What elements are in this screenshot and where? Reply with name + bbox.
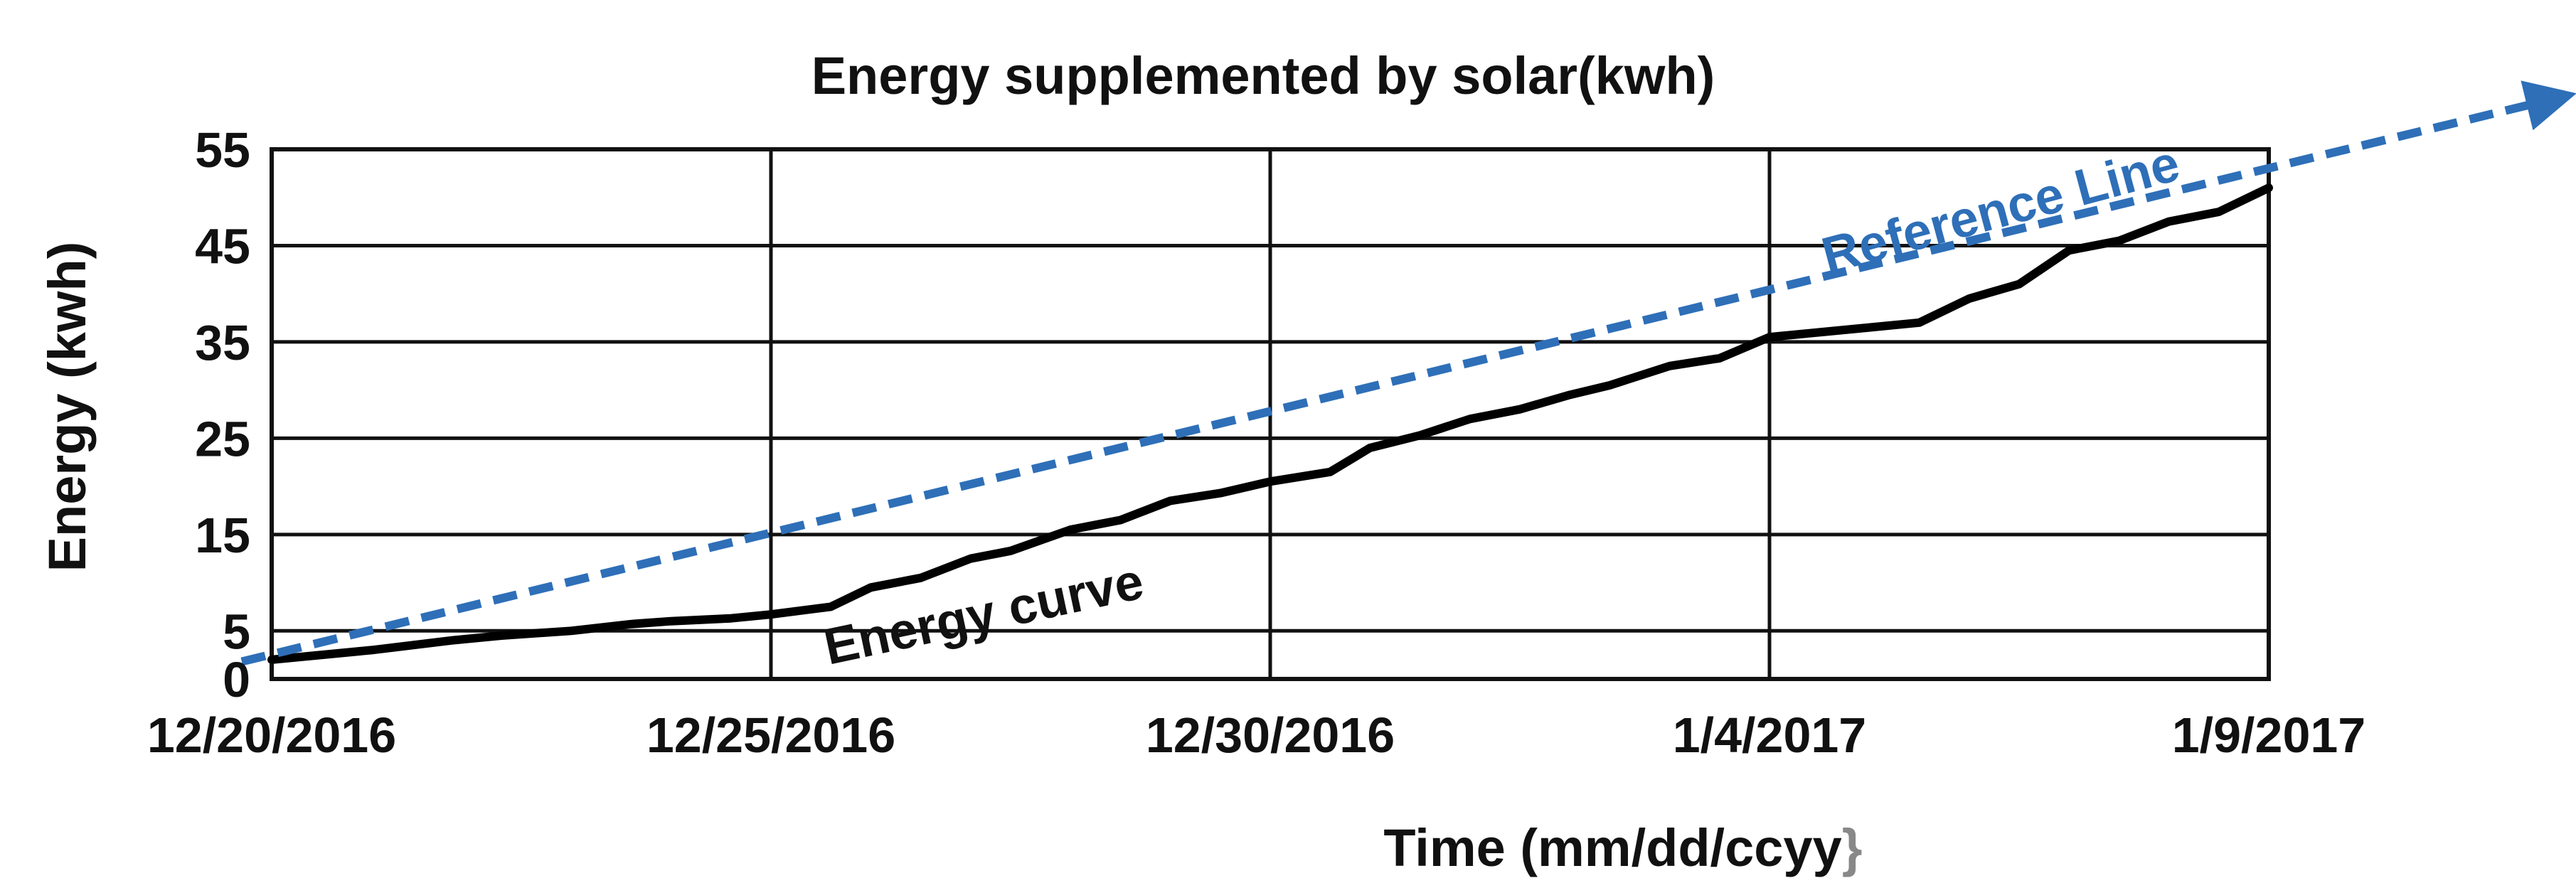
- x-axis-title-text: Time (mm/dd/ccyy: [1383, 818, 1841, 877]
- reference-line-label: Reference Line: [1816, 135, 2185, 285]
- y-tick-label-25: 25: [195, 411, 250, 466]
- plot-grid: [270, 147, 2271, 681]
- chart-title: Energy supplemented by solar(kwh): [811, 46, 1715, 105]
- plot-series: [240, 80, 2576, 666]
- plot-frame: [270, 147, 2271, 681]
- y-tick-label-0: 0: [223, 652, 250, 707]
- y-tick-label-45: 45: [195, 218, 250, 274]
- y-tick-label-5: 5: [223, 604, 250, 659]
- x-axis-title-suffix: }: [1842, 818, 1863, 877]
- x-tick-label-4: 1/9/2017: [2172, 707, 2365, 763]
- x-tick-label-0: 12/20/2016: [147, 707, 396, 763]
- y-axis-title: Energy (kwh): [38, 242, 97, 572]
- reference-line: [240, 80, 2576, 666]
- x-tick-label-1: 12/25/2016: [646, 707, 895, 763]
- x-tick-label-2: 12/30/2016: [1146, 707, 1395, 763]
- y-tick-label-55: 55: [195, 122, 250, 178]
- x-tick-label-3: 1/4/2017: [1673, 707, 1866, 763]
- energy-curve-line: [267, 183, 2273, 664]
- axis-ticks: 05 15 25 35 45 55 12/20/2016 12/25/2016 12/30/20…: [147, 122, 2365, 763]
- x-axis-title: Time (mm/dd/ccyy}: [1383, 818, 1862, 877]
- y-tick-label-35: 35: [195, 315, 250, 370]
- energy-curve-label: Energy curve: [819, 553, 1149, 676]
- y-tick-label-15: 15: [195, 508, 250, 563]
